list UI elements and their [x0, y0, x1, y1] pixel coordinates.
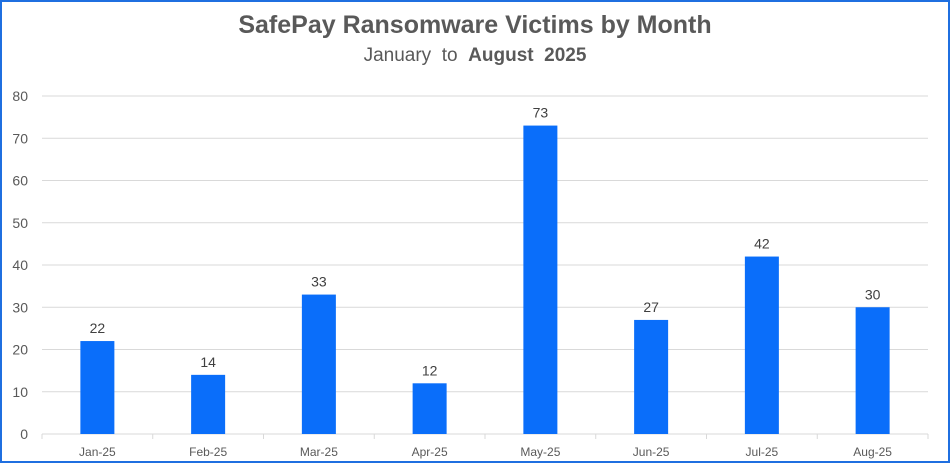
data-label: 27	[643, 299, 659, 315]
y-tick-label: 10	[12, 384, 28, 400]
x-tick-label: May-25	[520, 445, 560, 459]
y-tick-label: 0	[20, 426, 28, 442]
y-tick-label: 40	[12, 257, 28, 273]
subtitle-year: 2025	[544, 45, 587, 66]
bar	[744, 256, 779, 434]
x-tick-label: Jul-25	[746, 445, 779, 459]
y-tick-label: 80	[12, 88, 28, 104]
bar	[80, 341, 115, 434]
data-label: 73	[533, 105, 549, 121]
chart-subtitle: January to August 2025	[0, 45, 950, 67]
data-label: 14	[200, 354, 216, 370]
bar	[301, 294, 336, 434]
bar	[412, 383, 447, 434]
data-label: 12	[422, 362, 438, 378]
x-tick-label: Aug-25	[853, 445, 892, 459]
y-tick-label: 70	[12, 130, 28, 146]
x-tick-label: Apr-25	[412, 445, 448, 459]
chart-title: SafePay Ransomware Victims by Month	[238, 11, 712, 39]
data-label: 33	[311, 274, 327, 290]
bar	[634, 319, 669, 434]
subtitle-to: to	[441, 45, 458, 66]
y-tick-label: 30	[12, 299, 28, 315]
x-tick-label: Jun-25	[633, 445, 670, 459]
x-tick-label: Feb-25	[189, 445, 227, 459]
y-tick-label: 50	[12, 215, 28, 231]
x-tick-label: Mar-25	[300, 445, 338, 459]
data-label: 30	[865, 286, 881, 302]
bar	[855, 307, 890, 434]
x-tick-label: Jan-25	[79, 445, 116, 459]
y-tick-label: 20	[12, 342, 28, 358]
subtitle-from: January	[363, 45, 432, 66]
y-tick-label: 60	[12, 173, 28, 189]
data-label: 42	[754, 236, 770, 252]
bar	[191, 374, 226, 434]
subtitle-end-month: August	[468, 45, 534, 66]
bar	[523, 125, 558, 434]
data-label: 22	[90, 320, 106, 336]
